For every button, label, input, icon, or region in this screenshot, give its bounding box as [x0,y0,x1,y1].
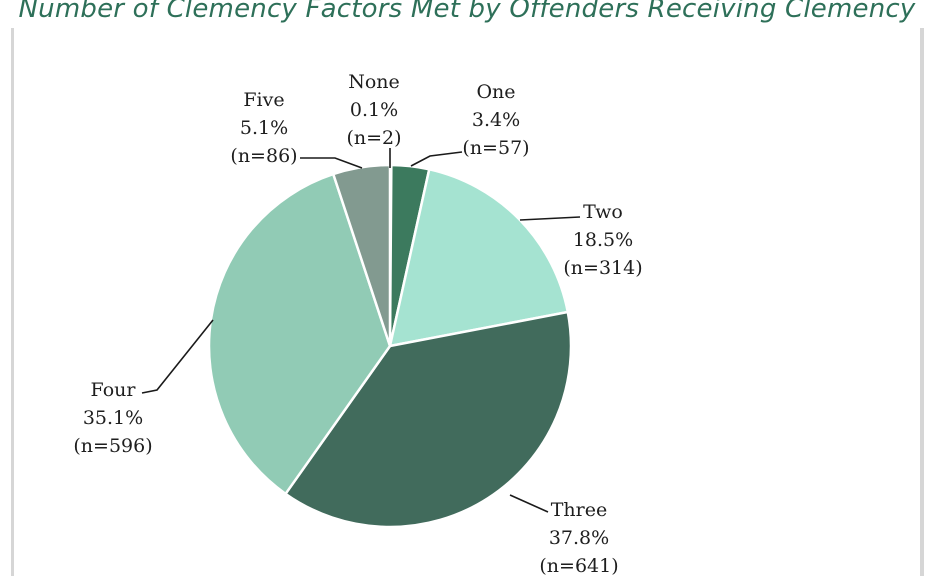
slice-label-three-name: Three [551,499,607,521]
slice-label-none-name: None [348,71,400,93]
slice-label-one-count: (n=57) [462,137,529,159]
leader-line-three [509,494,549,513]
pie-slice-four [207,172,392,496]
leader-line-five [300,157,363,169]
slice-label-none-count: (n=2) [346,127,401,149]
slice-label-none-percent: 0.1% [350,99,398,121]
leader-line-two [519,216,581,221]
leader-lines [141,148,581,513]
slice-label-three-percent: 37.8% [549,527,609,549]
frame-border-right [920,28,924,576]
slice-label-two-percent: 18.5% [573,229,633,251]
leader-line-one [410,151,463,167]
pie-slices [207,163,573,529]
slice-label-four-name: Four [91,379,137,401]
pie-slice-three [284,310,573,529]
slice-label-one-name: One [476,81,515,103]
slice-label-one-percent: 3.4% [472,109,520,131]
slice-label-three-count: (n=641) [539,555,618,576]
chart-title: Number of Clemency Factors Met by Offend… [18,0,916,24]
slice-label-four-percent: 35.1% [83,407,143,429]
pie-slice-two [388,168,570,348]
frame-border-left [11,28,14,576]
slice-label-two-count: (n=314) [563,257,642,279]
slice-label-five-count: (n=86) [230,145,297,167]
slice-labels: None 0.1% (n=2) One 3.4% (n=57) Two 18.5% (n=314… [73,71,642,576]
slice-label-five-name: Five [243,89,284,111]
slice-label-four-count: (n=596) [73,435,152,457]
slice-label-two-name: Two [583,201,623,223]
leader-line-four [141,319,214,394]
slice-label-five-percent: 5.1% [240,117,288,139]
